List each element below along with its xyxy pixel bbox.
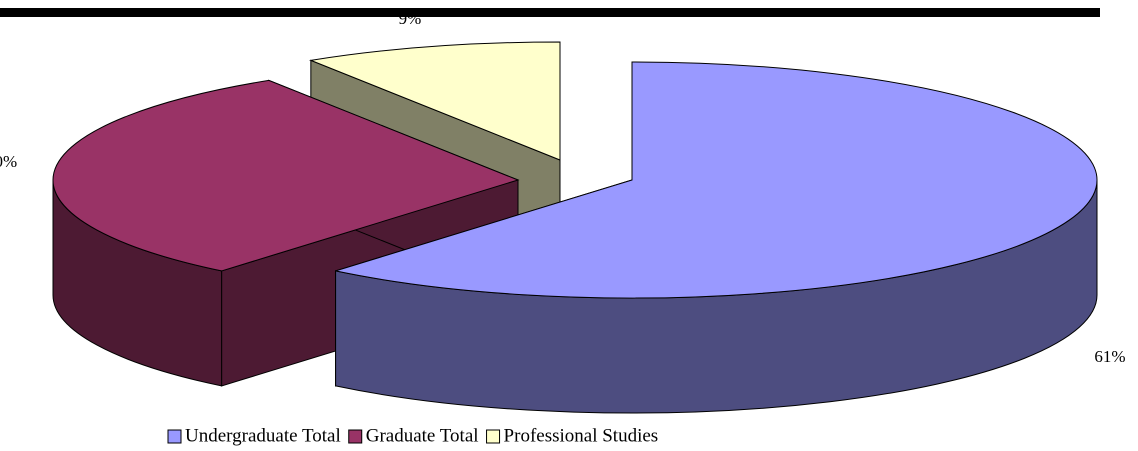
legend-label: Professional Studies	[504, 425, 659, 446]
top-rule	[0, 8, 1100, 17]
slice	[335, 61, 1098, 414]
data-label: 61%	[1094, 347, 1125, 366]
legend-label: Graduate Total	[366, 425, 479, 446]
legend-label: Undergraduate Total	[185, 425, 341, 446]
slice-top	[335, 61, 1098, 299]
data-label: 30%	[0, 152, 17, 171]
slice-top	[308, 41, 561, 161]
legend-swatch	[486, 429, 501, 444]
slice-top	[52, 79, 520, 272]
legend-swatch	[167, 429, 182, 444]
legend-swatch	[348, 429, 363, 444]
